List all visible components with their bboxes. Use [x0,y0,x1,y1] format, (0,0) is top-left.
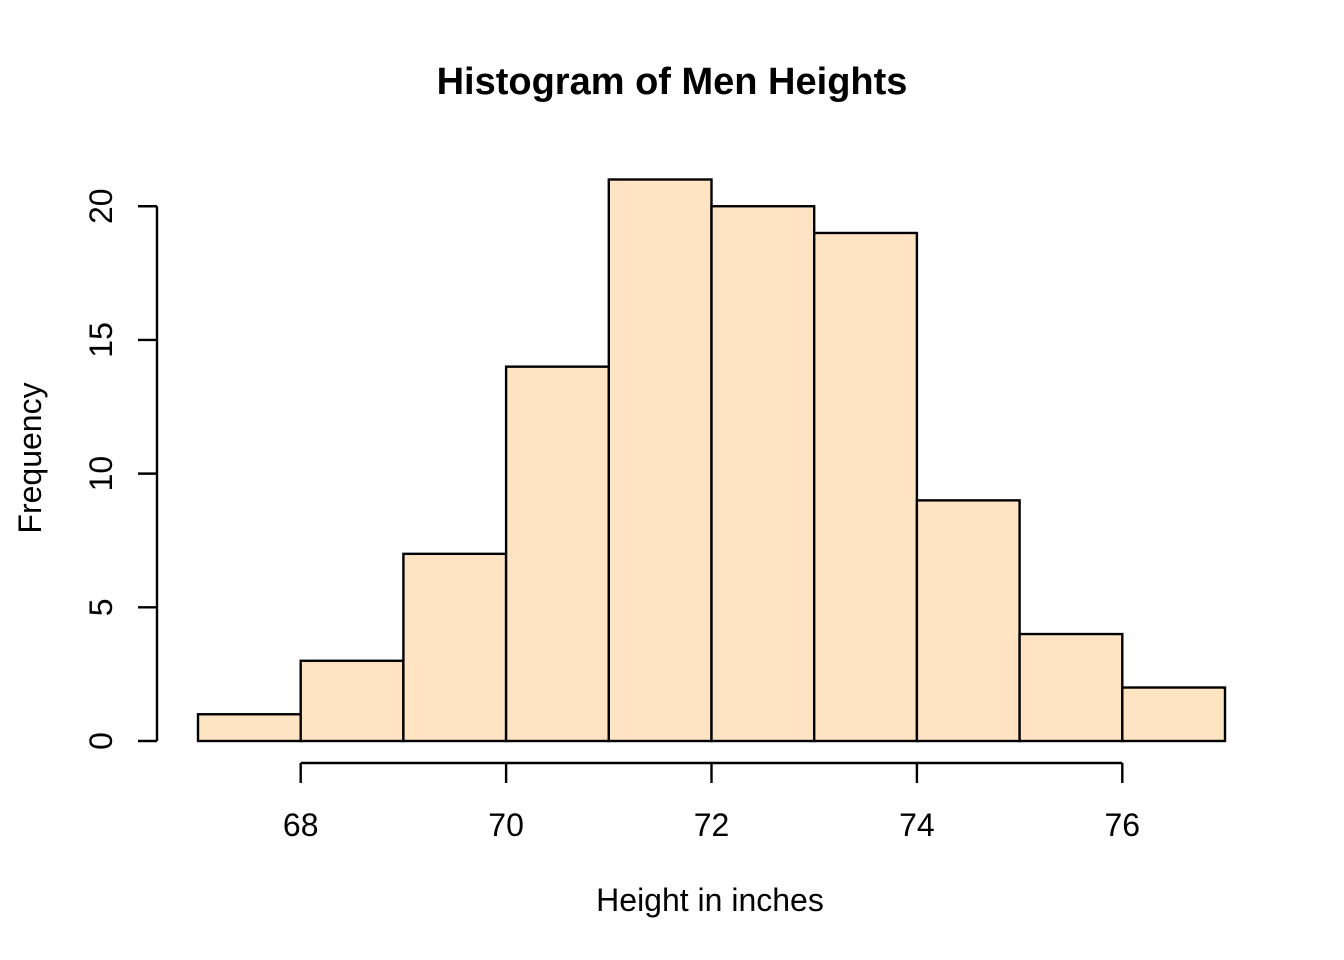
y-tick-label-0: 0 [83,732,119,750]
histogram-bar-67-68 [196,713,302,743]
chart-title: Histogram of Men Heights [436,61,908,103]
histogram-bar-72-73 [710,205,816,743]
y-tick-label-5: 5 [83,598,119,616]
x-tick-label-72: 72 [694,807,730,843]
y-tick-label-15: 15 [83,322,119,358]
x-tick-label-74: 74 [899,807,935,843]
y-tick-label-20: 20 [83,188,119,224]
x-axis-label: Height in inches [596,882,824,918]
histogram-bar-73-74 [813,231,919,743]
histogram-bar-68-69 [299,659,405,743]
histogram-bar-76-77 [1121,686,1227,743]
histogram-bar-71-72 [607,178,713,743]
y-tick-label-10: 10 [83,456,119,492]
x-tick-label-76: 76 [1105,807,1141,843]
x-tick-label-70: 70 [488,807,524,843]
histogram-bar-74-75 [915,499,1021,743]
x-tick-label-68: 68 [283,807,319,843]
histogram-bar-69-70 [402,552,508,743]
histogram-bar-70-71 [504,365,611,743]
histogram-bar-75-76 [1018,632,1124,743]
